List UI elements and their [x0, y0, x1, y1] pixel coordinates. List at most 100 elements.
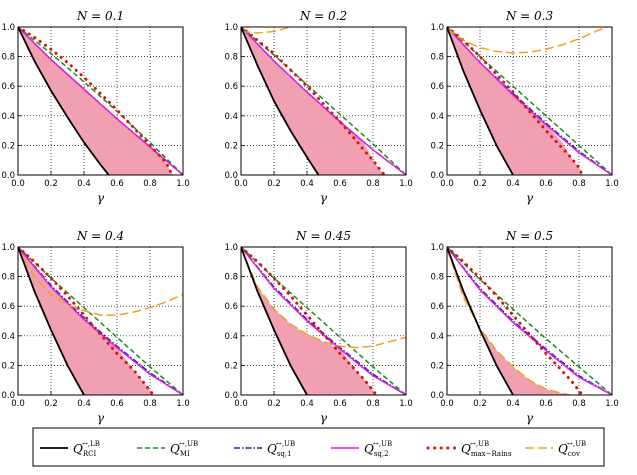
y-tick-label: 0.4 — [224, 112, 238, 122]
legend-label-sup: ↔,UB — [373, 440, 392, 448]
x-axis-label: γ — [320, 411, 328, 425]
x-tick-label: 0.6 — [539, 399, 553, 409]
series-line-mi-ub — [18, 247, 183, 395]
series-line-sq2-ub — [241, 247, 406, 395]
axes-frame — [446, 26, 613, 176]
y-tick-label: 0.6 — [430, 302, 444, 312]
legend-label-sup: ↔,UB — [470, 440, 489, 448]
panel-title: N = 0.45 — [295, 229, 351, 243]
axes-frame — [240, 26, 407, 176]
y-tick-label: 0.0 — [224, 171, 238, 181]
series-line-rci-lb — [447, 27, 514, 175]
x-tick-label: 0.8 — [366, 399, 380, 409]
panel-2: N = 0.2 0.0 0.2 0.4 0.6 0.8 1.0 0.0 0.2 0.4 0.6 0.8… — [224, 9, 412, 205]
x-tick-label: 1.0 — [176, 399, 190, 409]
series-line-rci-lb — [447, 247, 514, 395]
x-tick-label: 0.0 — [234, 399, 248, 409]
x-axis-label: γ — [97, 191, 105, 205]
series-line-mi-ub — [18, 27, 183, 175]
y-tick-label: 0.6 — [224, 302, 238, 312]
axes-frame — [240, 246, 407, 396]
x-axis-label: γ — [320, 191, 328, 205]
series-line-cov-ub — [447, 248, 571, 395]
y-tick-label: 0.2 — [430, 141, 444, 151]
x-tick-label: 0.6 — [110, 179, 124, 189]
x-tick-label: 0.4 — [300, 399, 314, 409]
plot-area — [18, 27, 183, 175]
x-tick-label: 0.8 — [366, 179, 380, 189]
series-line-mi-ub — [241, 27, 406, 175]
y-tick-label: 0.0 — [224, 391, 238, 401]
plot-area — [241, 247, 406, 395]
series-line-maxrains-ub — [18, 27, 175, 175]
y-tick-label: 1.0 — [430, 243, 444, 253]
achievable-region-fill — [241, 247, 377, 395]
y-tick-label: 0.8 — [224, 53, 238, 63]
x-tick-label: 0.2 — [473, 179, 487, 189]
legend-label: Qsq,1 — [267, 442, 292, 458]
legend-label: Qsq,2 — [364, 442, 389, 458]
series-line-maxrains-ub — [447, 27, 584, 175]
plot-area — [241, 27, 406, 175]
y-tick-label: 1.0 — [1, 243, 15, 253]
panel-title: N = 0.1 — [76, 9, 124, 23]
x-tick-label: 1.0 — [176, 179, 190, 189]
series-line-cov-ub — [447, 27, 608, 54]
y-tick-label: 0.0 — [430, 391, 444, 401]
series-line-rci-lb — [18, 247, 85, 395]
series-line-rci-lb — [241, 27, 320, 175]
panel-title: N = 0.5 — [505, 229, 553, 243]
panel-6: N = 0.5 0.0 0.2 0.4 0.6 0.8 1.0 0.0 0.2 0.4 0.6 0.8… — [430, 229, 618, 425]
x-tick-label: 0.2 — [44, 179, 58, 189]
y-tick-label: 0.8 — [1, 53, 15, 63]
series-line-mi-ub — [447, 27, 612, 175]
y-tick-label: 0.2 — [430, 361, 444, 371]
x-axis-label: γ — [526, 191, 534, 205]
panel-3: N = 0.3 0.0 0.2 0.4 0.6 0.8 1.0 0.0 0.2 0.4 0.6 0.8… — [430, 9, 618, 205]
y-tick-label: 0.4 — [1, 112, 15, 122]
legend-label-sup: ↔,LB — [82, 440, 100, 448]
x-tick-label: 0.4 — [300, 179, 314, 189]
panel-title: N = 0.3 — [505, 9, 554, 23]
y-tick-label: 0.6 — [224, 82, 238, 92]
panel-4: N = 0.4 0.0 0.2 0.4 0.6 0.8 1.0 0.0 0.2 0.4 0.6 0.8… — [1, 229, 189, 425]
legend-label: QRCI — [73, 442, 96, 458]
y-tick-label: 0.4 — [430, 112, 444, 122]
y-tick-label: 0.4 — [1, 332, 15, 342]
y-tick-label: 1.0 — [224, 243, 238, 253]
x-axis-label: γ — [526, 411, 534, 425]
y-tick-label: 0.6 — [430, 82, 444, 92]
x-tick-label: 0.4 — [77, 179, 91, 189]
x-tick-label: 1.0 — [605, 179, 619, 189]
x-tick-label: 0.8 — [143, 179, 157, 189]
y-tick-label: 0.4 — [430, 332, 444, 342]
x-tick-label: 0.6 — [539, 179, 553, 189]
axes-frame — [17, 246, 184, 396]
x-tick-label: 0.0 — [440, 179, 454, 189]
plot-area — [447, 27, 612, 175]
series-line-sq2-ub — [447, 27, 612, 175]
x-tick-label: 0.8 — [143, 399, 157, 409]
axes-frame — [446, 246, 613, 396]
x-tick-label: 1.0 — [399, 399, 413, 409]
x-tick-label: 0.4 — [506, 179, 520, 189]
series-line-cov-ub — [241, 27, 293, 34]
legend-label-sup: ↔,UB — [276, 440, 295, 448]
series-line-rci-lb — [18, 27, 110, 175]
legend: QRCI↔,LB QMI↔,UB Qsq,1↔,UB Qsq,2↔,UB Qmax−Ra… — [32, 427, 605, 467]
x-tick-label: 0.0 — [440, 399, 454, 409]
y-tick-label: 0.8 — [224, 273, 238, 283]
x-tick-label: 0.0 — [11, 179, 25, 189]
legend-label: Qcov — [558, 442, 580, 458]
y-tick-label: 0.8 — [1, 273, 15, 283]
y-tick-label: 0.6 — [1, 302, 15, 312]
series-line-cov-ub — [241, 248, 406, 349]
x-tick-label: 0.8 — [572, 179, 586, 189]
plot-area — [447, 247, 612, 395]
x-tick-label: 1.0 — [605, 399, 619, 409]
y-tick-label: 0.2 — [224, 141, 238, 151]
series-line-mi-ub — [241, 247, 406, 395]
legend-box — [32, 427, 605, 467]
y-tick-label: 0.4 — [224, 332, 238, 342]
y-tick-label: 0.0 — [1, 171, 15, 181]
